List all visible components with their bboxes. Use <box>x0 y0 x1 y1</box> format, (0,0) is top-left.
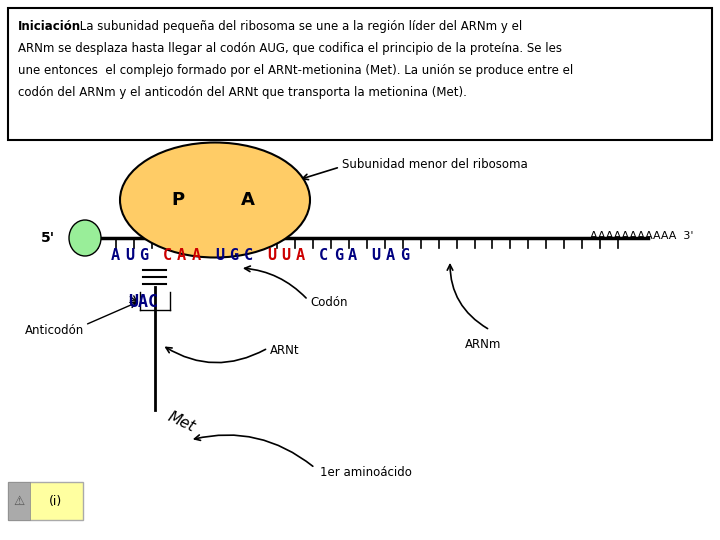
Text: : La subunidad pequeña del ribosoma se une a la región líder del ARNm y el: : La subunidad pequeña del ribosoma se u… <box>72 20 522 33</box>
Text: (i): (i) <box>48 495 62 508</box>
Text: ARNm se desplaza hasta llegar al codón AUG, que codifica el principio de la prot: ARNm se desplaza hasta llegar al codón A… <box>18 42 562 55</box>
Text: A: A <box>241 191 255 209</box>
Text: une entonces  el complejo formado por el ARNt-metionina (Met). La unión se produ: une entonces el complejo formado por el … <box>18 64 573 77</box>
Text: A: A <box>348 247 357 262</box>
Text: C: C <box>163 247 172 262</box>
Text: U: U <box>372 247 381 262</box>
Bar <box>8 8 712 140</box>
Text: UAC: UAC <box>128 293 158 311</box>
Text: A: A <box>296 247 305 262</box>
Text: codón del ARNm y el anticodón del ARNt que transporta la metionina (Met).: codón del ARNm y el anticodón del ARNt q… <box>18 86 467 99</box>
Text: ARNt: ARNt <box>270 343 300 356</box>
Text: A: A <box>177 247 186 262</box>
Text: Iniciación: Iniciación <box>18 20 81 33</box>
Text: ⚠: ⚠ <box>14 495 24 508</box>
Text: Subunidad menor del ribosoma: Subunidad menor del ribosoma <box>342 159 528 172</box>
Text: G: G <box>334 247 343 262</box>
Text: A: A <box>386 247 395 262</box>
Text: U: U <box>267 247 276 262</box>
Text: 5': 5' <box>41 231 55 245</box>
Bar <box>8 482 30 520</box>
Text: Codón: Codón <box>310 295 348 308</box>
Text: U: U <box>282 247 291 262</box>
Text: ARNm: ARNm <box>465 339 501 352</box>
Text: G: G <box>400 247 410 262</box>
Text: 1er aminoácido: 1er aminoácido <box>320 465 412 478</box>
Text: U: U <box>125 247 134 262</box>
Ellipse shape <box>120 143 310 258</box>
Text: G: G <box>230 247 238 262</box>
Ellipse shape <box>69 220 101 256</box>
Text: AAAAAAAAAAA  3': AAAAAAAAAAA 3' <box>590 231 693 241</box>
Text: A: A <box>192 247 201 262</box>
Bar <box>8 482 83 520</box>
Text: G: G <box>140 247 148 262</box>
Text: A: A <box>110 247 120 262</box>
Text: P: P <box>171 191 184 209</box>
Text: C: C <box>319 247 328 262</box>
Text: U: U <box>215 247 224 262</box>
Text: C: C <box>244 247 253 262</box>
Text: Met: Met <box>165 409 197 435</box>
Text: Anticodón: Anticodón <box>25 323 84 336</box>
